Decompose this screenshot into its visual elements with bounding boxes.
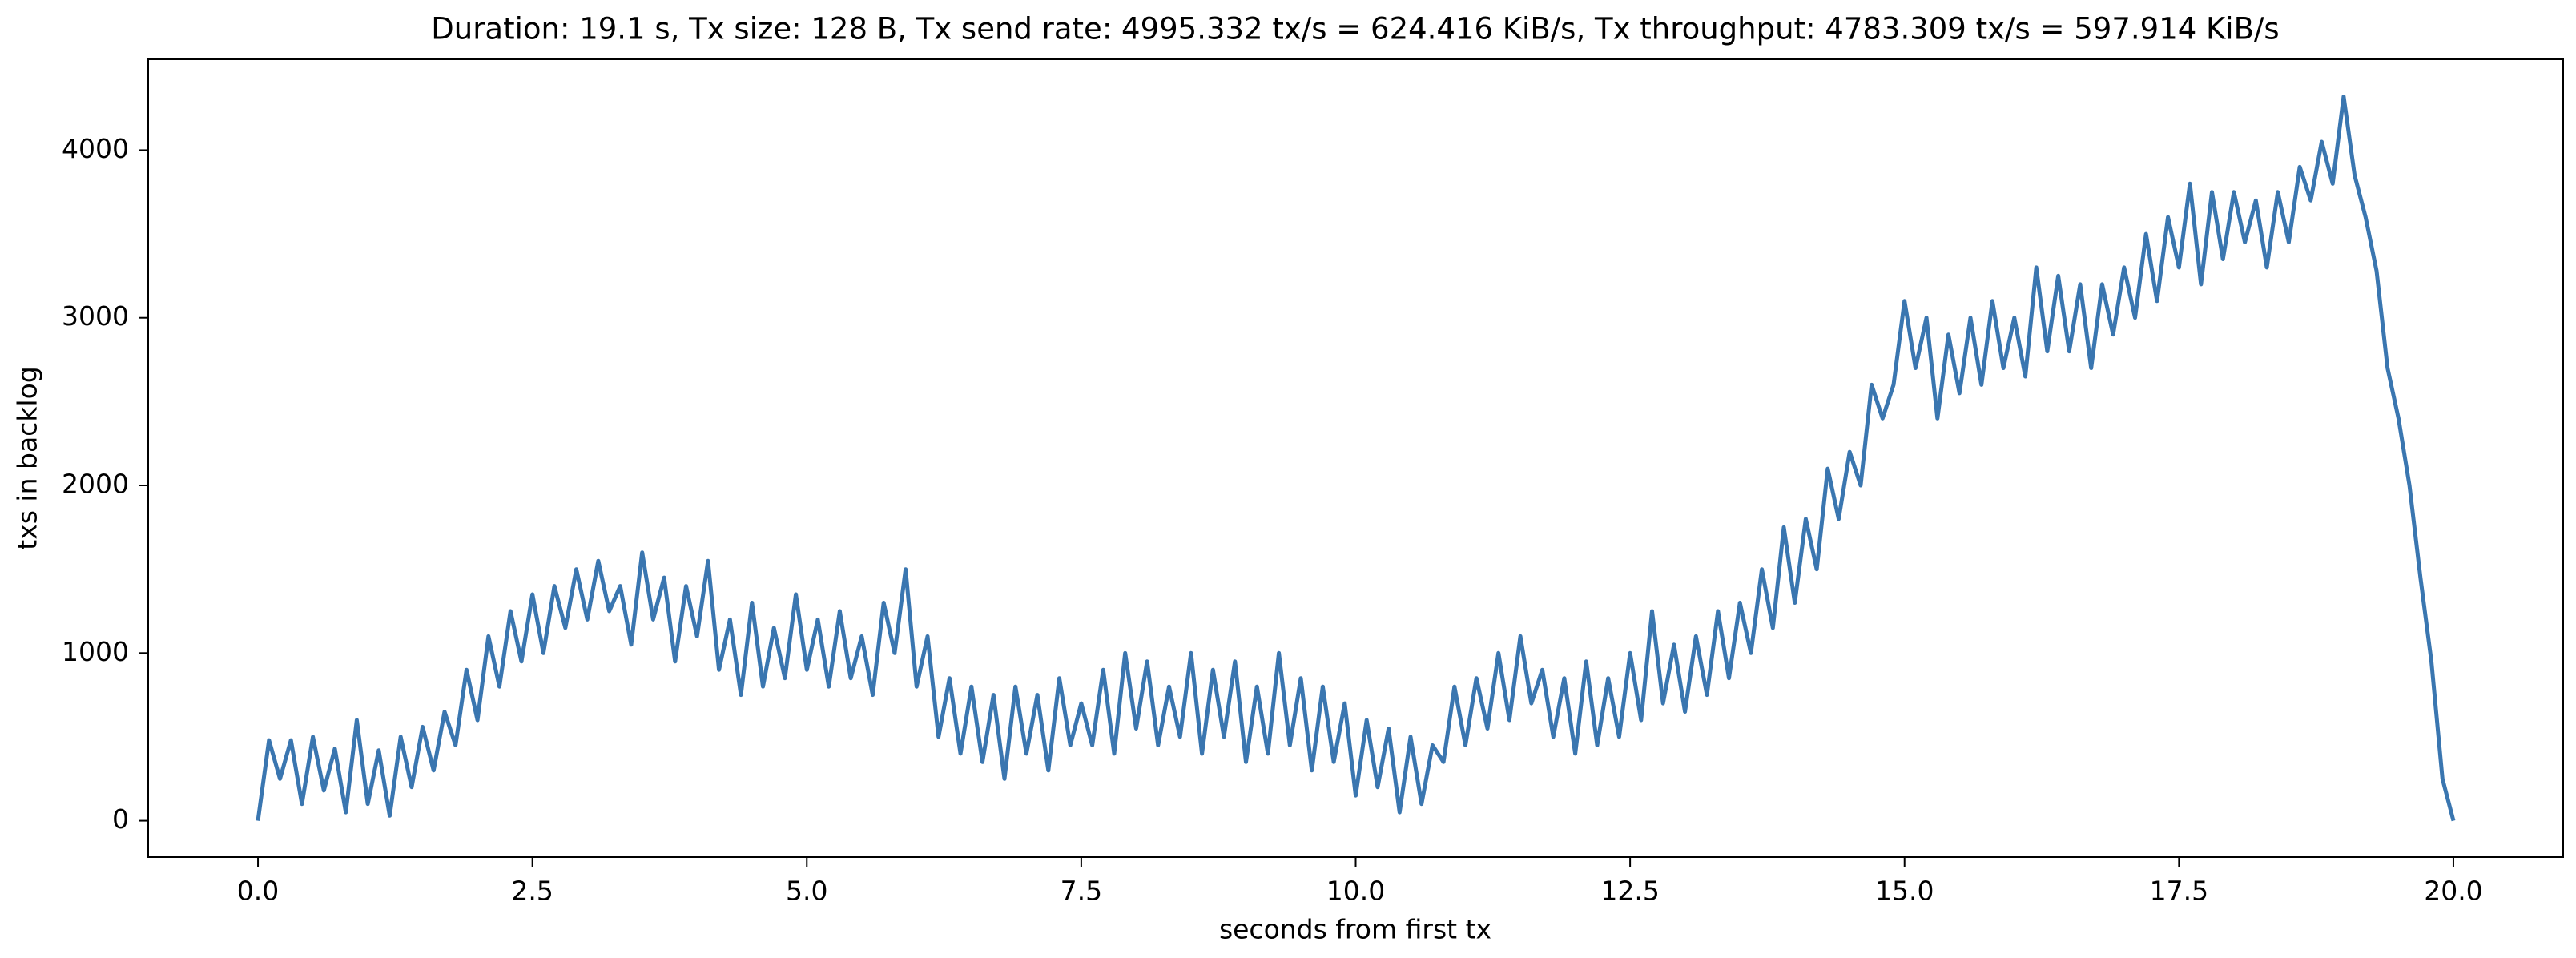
x-tick-label: 7.5 [1061, 875, 1102, 907]
y-tick-label: 1000 [62, 636, 129, 667]
y-tick-label: 3000 [62, 300, 129, 332]
x-tick-label: 20.0 [2424, 875, 2482, 907]
x-tick-label: 5.0 [786, 875, 827, 907]
axes-frame [147, 58, 2564, 858]
x-tick-label: 15.0 [1875, 875, 1934, 907]
y-tick-label: 2000 [62, 469, 129, 500]
y-tick-label: 0 [112, 803, 129, 835]
x-tick-label: 2.5 [511, 875, 553, 907]
x-tick-label: 17.5 [2150, 875, 2208, 907]
y-tick-label: 4000 [62, 133, 129, 164]
chart-title: Duration: 19.1 s, Tx size: 128 B, Tx sen… [431, 12, 2279, 46]
y-axis-label: txs in backlog [12, 366, 43, 549]
data-line [256, 95, 2456, 822]
x-tick-label: 10.0 [1326, 875, 1385, 907]
x-axis-label: seconds from first tx [1219, 914, 1491, 945]
x-tick-label: 12.5 [1600, 875, 1659, 907]
x-tick-label: 0.0 [237, 875, 279, 907]
